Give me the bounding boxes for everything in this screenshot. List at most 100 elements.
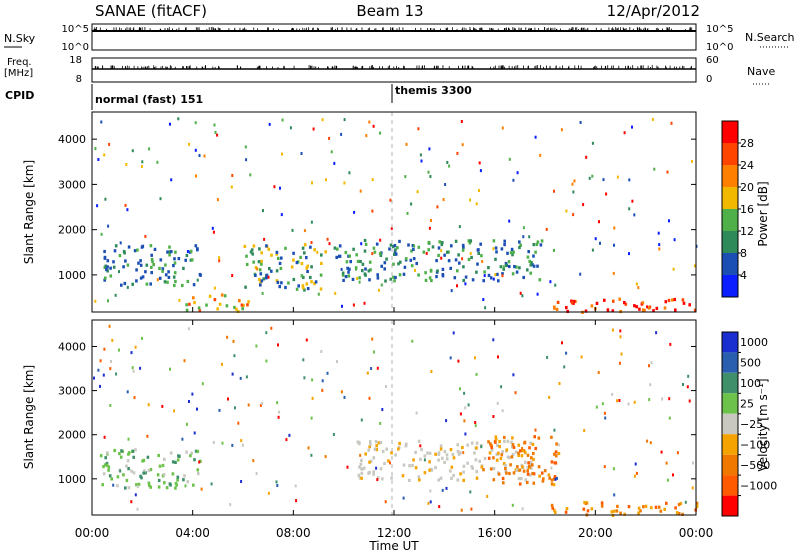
echo-cell <box>359 189 362 193</box>
echo-cell <box>231 372 234 376</box>
echo-cell <box>616 399 618 403</box>
echo-cell <box>270 269 273 273</box>
echo-cell <box>601 402 604 406</box>
echo-cell <box>582 507 586 511</box>
colorbar-tick-label: 16 <box>740 203 754 216</box>
echo-cell <box>657 505 661 509</box>
colorbar-segment <box>722 275 738 297</box>
echo-cell <box>399 260 402 264</box>
echo-cell <box>295 261 299 265</box>
echo-cell <box>303 229 306 233</box>
echo-cell <box>501 476 505 481</box>
echo-cell <box>470 465 474 469</box>
echo-cell <box>393 244 397 248</box>
echo-cell <box>550 466 553 470</box>
echo-cell <box>673 297 676 302</box>
echo-cell <box>665 501 668 505</box>
echo-cell <box>105 267 108 272</box>
nave-label: Nave <box>747 65 775 78</box>
echo-cell <box>492 247 495 251</box>
echo-cell <box>309 275 312 280</box>
echo-cell <box>441 241 444 245</box>
echo-cell <box>504 469 508 473</box>
echo-cell <box>261 291 264 295</box>
echo-cell <box>174 486 177 490</box>
echo-cell <box>512 250 515 254</box>
echo-cell <box>379 467 383 471</box>
echo-cell <box>391 245 395 249</box>
echo-cell <box>352 303 355 307</box>
echo-cell <box>385 447 388 451</box>
echo-cell <box>181 283 184 288</box>
echo-cell <box>515 265 518 269</box>
colorbar-tick-label: −1000 <box>740 479 777 492</box>
echo-cell <box>371 178 374 182</box>
echo-cell <box>385 257 388 261</box>
x-tick-label: 12:00 <box>377 526 412 540</box>
echo-cell <box>242 303 245 307</box>
echo-cell <box>103 256 107 260</box>
echo-cell <box>560 128 563 132</box>
echo-cell <box>371 337 374 341</box>
echo-cell <box>503 239 506 243</box>
echo-cell <box>303 376 306 380</box>
echo-cell <box>436 205 439 209</box>
echo-cell <box>264 276 268 280</box>
echo-cell <box>113 448 116 453</box>
echo-cell <box>137 482 141 486</box>
echo-cell <box>166 280 169 284</box>
echo-cell <box>102 465 105 469</box>
echo-cell <box>191 392 194 396</box>
echo-cell <box>528 446 531 450</box>
echo-cell <box>167 275 171 279</box>
echo-cell <box>244 285 247 289</box>
echo-cell <box>430 219 432 222</box>
echo-cell <box>459 387 461 391</box>
echo-cell <box>392 275 395 279</box>
colorbar-tick-label: 28 <box>740 137 754 150</box>
echo-cell <box>532 254 535 258</box>
echo-cell <box>657 231 660 235</box>
echo-cell <box>693 264 696 268</box>
echo-cell <box>499 265 503 269</box>
echo-cell <box>512 445 516 449</box>
echo-cell <box>147 481 151 485</box>
echo-cell <box>445 486 448 490</box>
echo-cell <box>475 446 478 450</box>
echo-cell <box>448 164 451 168</box>
echo-cell <box>489 443 493 447</box>
echo-cell <box>373 250 377 254</box>
echo-cell <box>497 355 499 359</box>
echo-cell <box>343 118 346 122</box>
echo-cell <box>557 451 561 456</box>
echo-cell <box>99 359 102 363</box>
echo-cell <box>311 396 314 400</box>
echo-cell <box>475 476 479 480</box>
echo-cell <box>104 197 107 201</box>
echo-cell <box>372 350 375 354</box>
echo-cell <box>441 456 444 460</box>
echo-cell <box>511 436 514 440</box>
echo-cell <box>504 463 507 468</box>
echo-cell <box>141 459 144 463</box>
echo-cell <box>109 266 112 270</box>
echo-cell <box>443 460 446 465</box>
echo-cell <box>635 282 638 286</box>
echo-cell <box>260 259 263 263</box>
echo-cell <box>303 251 306 255</box>
echo-cell <box>430 468 434 472</box>
echo-cell <box>300 262 304 266</box>
echo-cell <box>213 286 216 290</box>
colorbar-segment <box>722 454 738 476</box>
echo-cell <box>498 440 501 444</box>
echo-cell <box>140 165 143 168</box>
echo-cell <box>518 468 522 472</box>
y-tick-label: 1000 <box>58 269 86 282</box>
colorbar-tick-label: 24 <box>740 159 754 172</box>
freq-tick-top: 18 <box>69 55 82 66</box>
echo-cell <box>538 278 542 282</box>
echo-cell <box>445 453 449 457</box>
echo-cell <box>512 373 515 377</box>
echo-cell <box>480 254 483 258</box>
echo-cell <box>675 511 679 515</box>
